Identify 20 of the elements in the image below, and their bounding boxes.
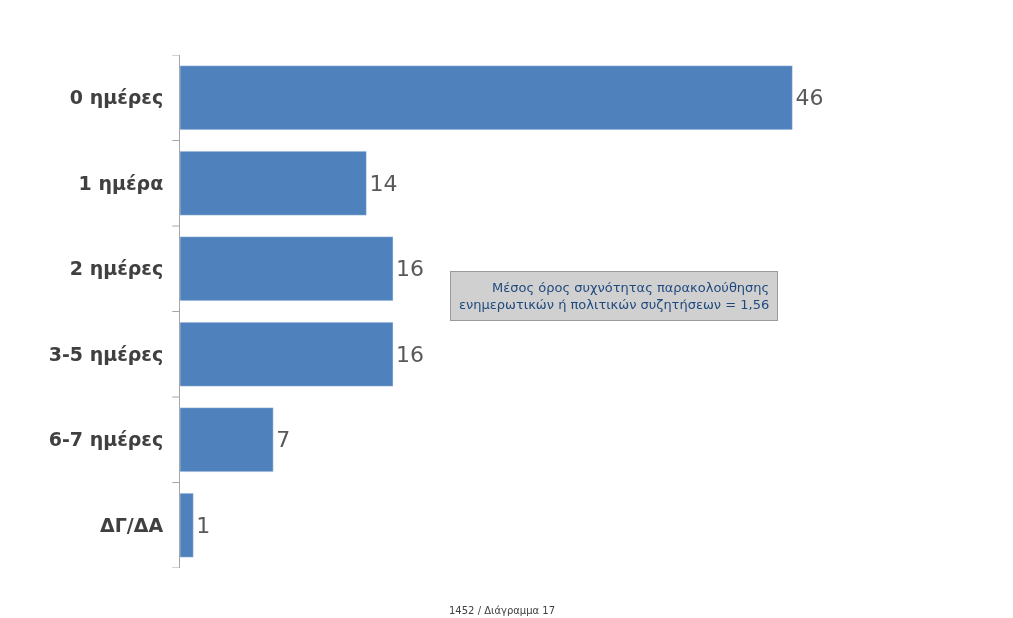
y-tick-label: 2 ημέρες [69,257,164,280]
bar [180,65,793,131]
bar [180,407,274,473]
y-tick-label: ΔΓ/ΔΑ [100,513,164,536]
bar [180,150,367,216]
bar [180,321,394,387]
data-label: 1 [196,512,211,538]
annotation: Μέσος όρος συχνότητας παρακολούθησης ενημερωτικών ή πολιτικών συζητήσεων = 1,56 [459,280,770,312]
bar [180,236,394,302]
data-label: 14 [369,170,398,196]
y-tick-label: 1 ημέρα [78,171,164,194]
data-label: 16 [396,256,424,282]
bar [180,492,194,558]
y-tick-label: 6-7 ημέρες [48,428,164,451]
data-label: 7 [276,427,291,453]
text: 1452 / Διάγραμμα 17 [449,605,556,616]
data-label: 46 [795,85,824,111]
y-tick-label: 3-5 ημέρες [48,342,164,365]
y-tick-label: 0 ημέρες [69,86,164,109]
data-label: 16 [396,341,424,367]
